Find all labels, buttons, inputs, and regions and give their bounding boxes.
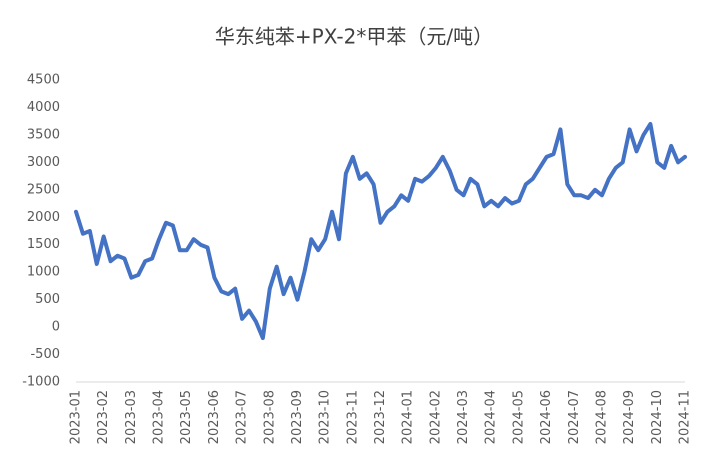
x-tick-label: 2023-01 — [69, 390, 84, 444]
data-line — [74, 121, 687, 341]
y-tick-label: 3500 — [27, 127, 60, 142]
x-tick-label: 2024-03 — [456, 390, 471, 444]
x-tick-label: 2023-02 — [96, 390, 111, 444]
x-tick-label: 2023-05 — [179, 390, 194, 444]
x-tick-label: 2023-10 — [318, 390, 333, 444]
y-tick-label: 3000 — [27, 155, 60, 170]
x-tick-label: 2023-07 — [235, 390, 250, 444]
y-tick-label: 1000 — [27, 265, 60, 280]
x-tick-label: 2023-09 — [290, 390, 305, 444]
y-tick-label: 500 — [35, 292, 60, 307]
y-tick-label: 2000 — [27, 210, 60, 225]
y-tick-label: 4500 — [27, 73, 60, 88]
y-tick-label: 2500 — [27, 182, 60, 197]
x-tick-label: 2023-04 — [152, 390, 167, 444]
x-tick-label: 2023-11 — [345, 390, 360, 444]
x-tick-label: 2024-01 — [401, 390, 416, 444]
x-tick-label: 2024-10 — [650, 390, 665, 444]
x-tick-label: 2024-04 — [484, 390, 499, 444]
x-tick-label: 2024-02 — [428, 390, 443, 444]
y-tick-label: -1000 — [22, 375, 60, 390]
x-tick-label: 2024-11 — [678, 390, 693, 444]
x-tick-label: 2024-06 — [539, 390, 554, 444]
chart-title: 华东纯苯+PX-2*甲苯（元/吨） — [215, 25, 493, 49]
x-tick-label: 2024-07 — [567, 390, 582, 444]
x-tick-label: 2023-03 — [124, 390, 139, 444]
x-tick-label: 2023-08 — [262, 390, 277, 444]
x-tick-label: 2023-12 — [373, 390, 388, 444]
y-tick-label: 1500 — [27, 237, 60, 252]
x-tick-label: 2023-06 — [207, 390, 222, 444]
x-tick-label: 2024-09 — [622, 390, 637, 444]
y-tick-label: -500 — [30, 347, 60, 362]
x-tick-label: 2024-05 — [511, 390, 526, 444]
x-tick-label: 2024-08 — [594, 390, 609, 444]
y-tick-label: 4000 — [27, 100, 60, 115]
y-tick-label: 0 — [52, 320, 60, 335]
